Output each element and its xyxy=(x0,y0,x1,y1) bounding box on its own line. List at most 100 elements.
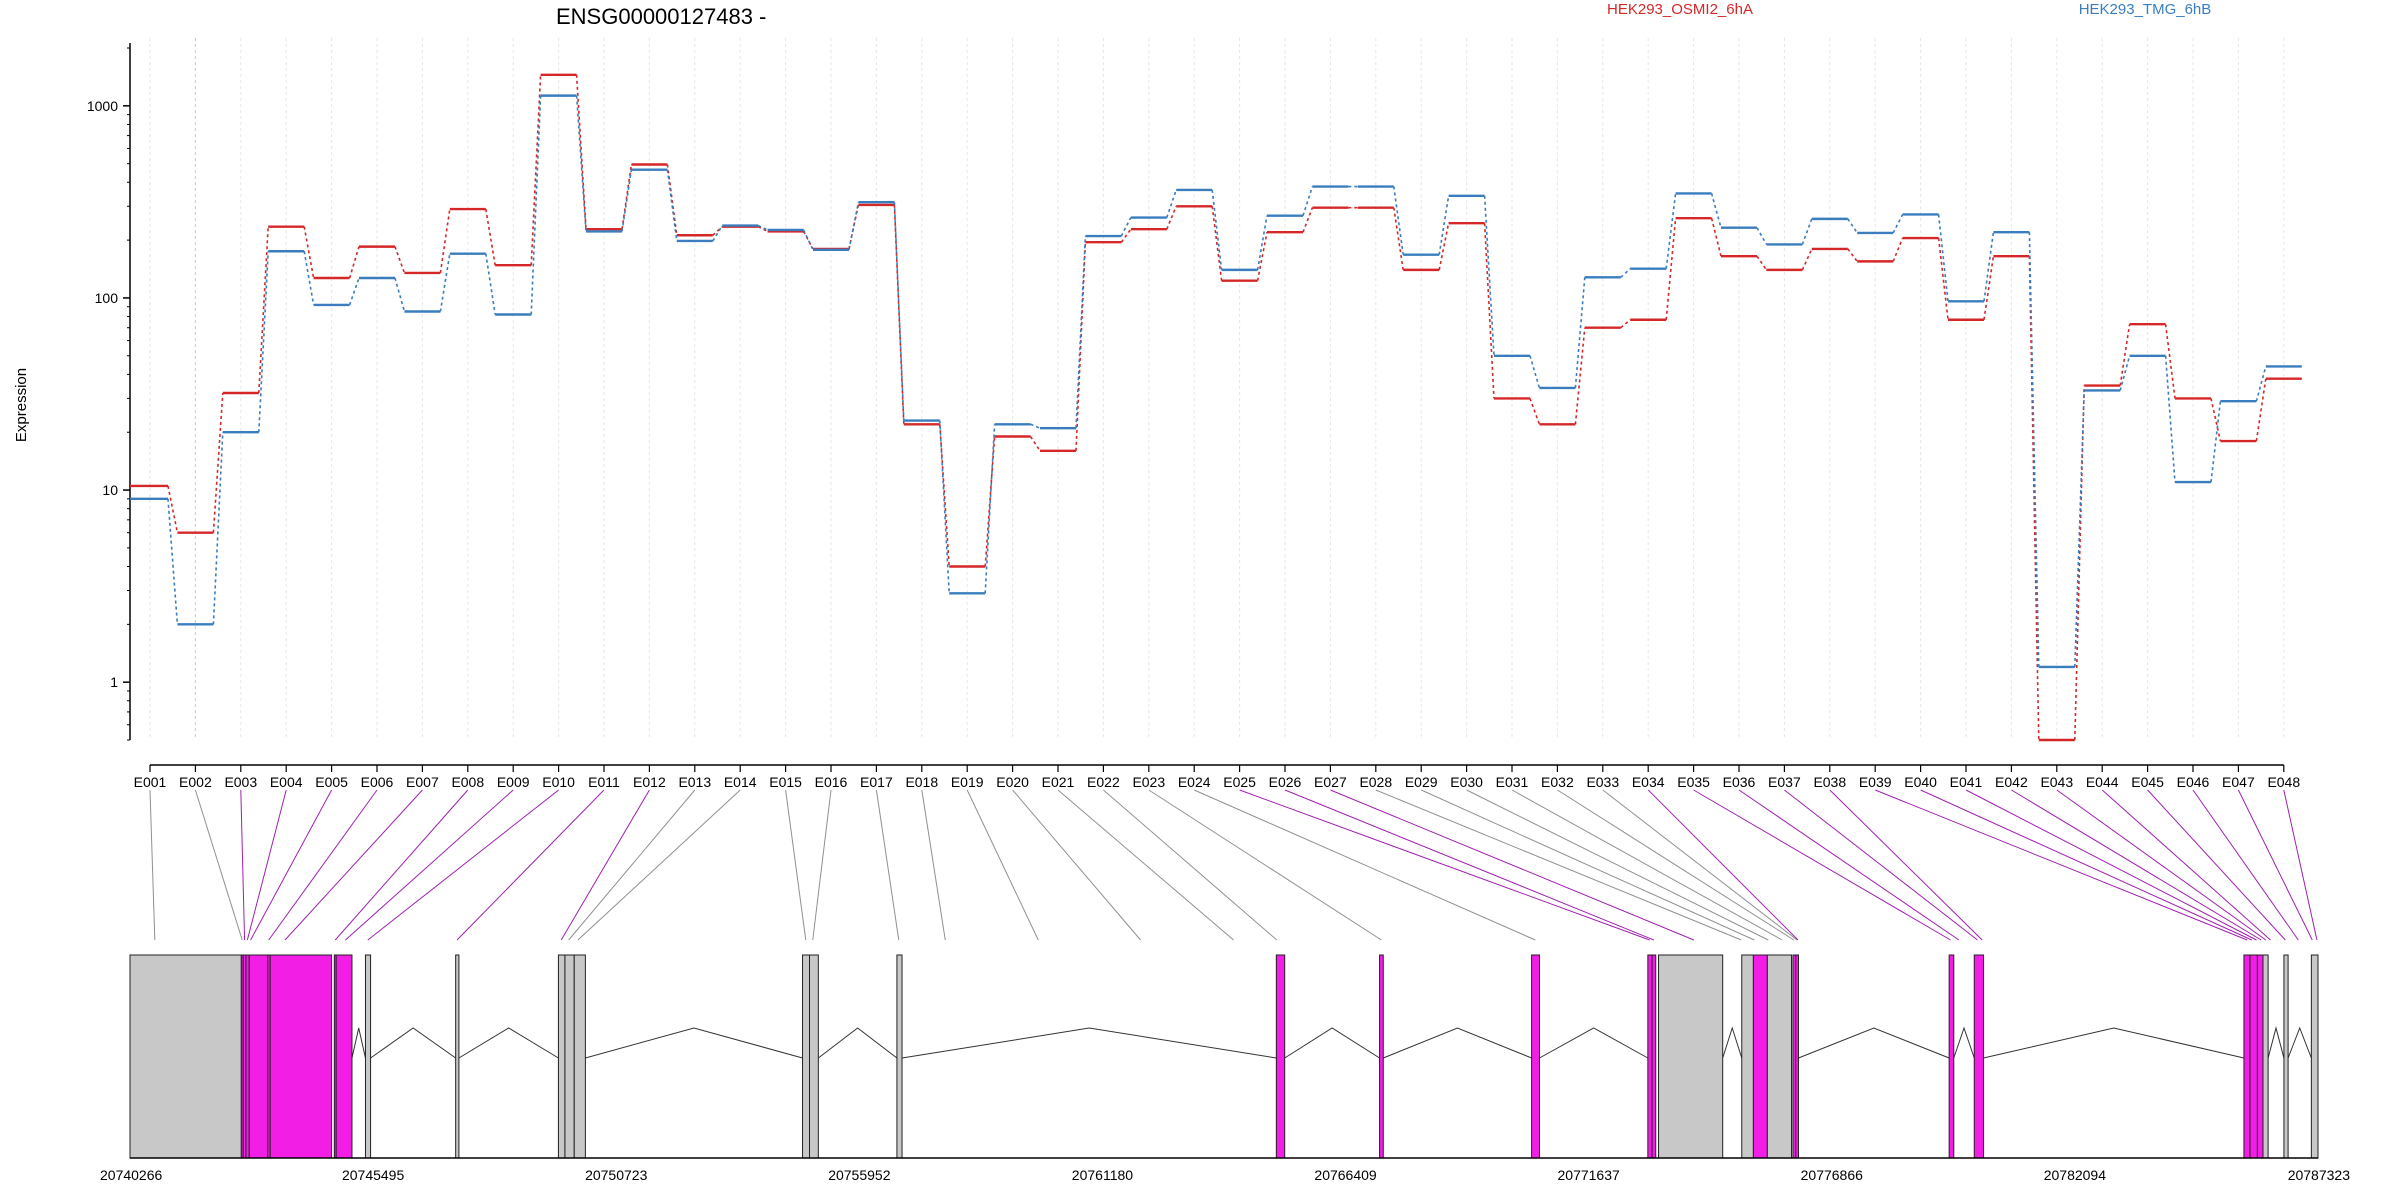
series-connector xyxy=(1574,327,1586,425)
connector-e037 xyxy=(1784,789,1978,941)
intron-line xyxy=(351,1027,366,1059)
exon-block xyxy=(2283,954,2289,1159)
series-connector xyxy=(1847,218,1858,234)
x-tick-label-e033: E033 xyxy=(1586,774,1619,790)
series-connector xyxy=(1393,207,1404,270)
connector-e011 xyxy=(456,789,605,941)
intron-line xyxy=(370,1027,456,1059)
series-connector xyxy=(2210,398,2222,442)
y-tick-label: 1000 xyxy=(87,98,118,114)
series-connector xyxy=(167,485,179,533)
x-tick-label-e017: E017 xyxy=(860,774,893,790)
series-connector xyxy=(1302,186,1314,216)
x-tick-label-e026: E026 xyxy=(1269,774,1302,790)
exon-block xyxy=(1795,954,1799,1159)
series-connector xyxy=(1256,232,1268,281)
connector-e001 xyxy=(149,789,156,941)
connector-e003 xyxy=(240,789,246,941)
series-connector xyxy=(1211,206,1223,281)
x-tick-label-e036: E036 xyxy=(1723,774,1756,790)
series-connector xyxy=(621,169,633,232)
coordinate-label: 20750723 xyxy=(585,1167,648,1183)
coordinate-label: 20755952 xyxy=(828,1167,891,1183)
series-connector xyxy=(1801,248,1813,271)
x-tick-label-e041: E041 xyxy=(1950,774,1983,790)
intron-line xyxy=(901,1027,1277,1059)
series-connector xyxy=(1030,423,1041,429)
connector-e005 xyxy=(250,789,333,941)
x-tick-label-e008: E008 xyxy=(451,774,484,790)
connector-e035 xyxy=(1693,789,1951,941)
series-connector xyxy=(485,208,496,266)
x-tick-label-e037: E037 xyxy=(1768,774,1801,790)
x-tick-label-e046: E046 xyxy=(2177,774,2210,790)
series-connector xyxy=(1892,214,1904,234)
coordinate-label: 20761180 xyxy=(1072,1167,1133,1183)
exon-block xyxy=(1752,954,1768,1159)
connector-e029 xyxy=(1420,789,1755,941)
series-connector xyxy=(1620,268,1631,278)
connector-e020 xyxy=(1012,789,1141,941)
exon-block xyxy=(1651,954,1657,1159)
series-connector xyxy=(1302,207,1314,233)
exon-block xyxy=(2249,954,2258,1159)
x-tick-label-e034: E034 xyxy=(1632,774,1665,790)
connector-e004 xyxy=(246,789,287,941)
y-tick-label: 1 xyxy=(110,674,118,690)
x-tick-label-e016: E016 xyxy=(815,774,848,790)
connector-e009 xyxy=(345,789,514,941)
series-connector xyxy=(530,95,542,315)
exon-block xyxy=(2262,954,2269,1159)
intron-line xyxy=(1953,1026,1975,1059)
series-connector xyxy=(485,253,496,315)
gene-model-track: 20740266 20745495 20750723 20755952 20761180… xyxy=(100,954,2350,1183)
series-connector xyxy=(1483,195,1495,356)
x-tick-label-e021: E021 xyxy=(1042,774,1075,790)
series-2 xyxy=(130,94,2302,669)
legend-entry-1: HEK293_OSMI2_6hA xyxy=(1607,1,1753,18)
series-connector xyxy=(2119,324,2131,386)
series-connector xyxy=(1166,189,1177,218)
connector-e017 xyxy=(875,789,900,941)
x-tick-label-e027: E027 xyxy=(1314,774,1347,790)
series-connector xyxy=(1892,237,1904,262)
x-tick-label-e030: E030 xyxy=(1450,774,1483,790)
x-tick-label-e004: E004 xyxy=(270,774,303,790)
coordinate-label: 20776866 xyxy=(1801,1167,1864,1183)
y-tick-label: 100 xyxy=(95,290,119,306)
connector-e034 xyxy=(1647,789,1799,941)
x-tick-label-e025: E025 xyxy=(1223,774,1256,790)
x-tick-label-e038: E038 xyxy=(1813,774,1846,790)
series-connector xyxy=(1574,277,1586,389)
x-tick-label-e020: E020 xyxy=(996,774,1029,790)
coordinate-label: 20745495 xyxy=(342,1167,405,1183)
connector-e043 xyxy=(2056,789,2267,941)
intron-line xyxy=(2267,1026,2285,1059)
x-tick-label-e001: E001 xyxy=(134,774,167,790)
exon-block xyxy=(129,954,242,1159)
y-axis-label: Expression xyxy=(13,368,30,442)
x-tick-label-e029: E029 xyxy=(1405,774,1438,790)
legend: HEK293_OSMI2_6hA HEK293_TMG_6hB xyxy=(1607,1,2211,18)
connector-e008 xyxy=(334,789,469,941)
intron-line xyxy=(585,1027,803,1059)
connector-e025 xyxy=(1239,789,1650,941)
connector-e026 xyxy=(1284,789,1655,941)
x-tick-label-e006: E006 xyxy=(361,774,394,790)
connector-e027 xyxy=(1330,789,1695,941)
exon-block xyxy=(1647,954,1653,1159)
series-connector xyxy=(757,224,768,231)
exon-block xyxy=(802,954,811,1159)
coordinate-label: 20782094 xyxy=(2044,1167,2107,1183)
exon-block xyxy=(1973,954,1985,1159)
exon-block xyxy=(564,954,575,1159)
connector-e007 xyxy=(284,789,423,941)
x-tick-label-e003: E003 xyxy=(224,774,257,790)
x-tick-label-e012: E012 xyxy=(633,774,666,790)
connector-e030 xyxy=(1466,789,1769,941)
intron-line xyxy=(2287,1026,2312,1059)
exon-block xyxy=(1741,954,1754,1159)
series-connector xyxy=(258,251,269,433)
connector-e002 xyxy=(194,789,243,941)
